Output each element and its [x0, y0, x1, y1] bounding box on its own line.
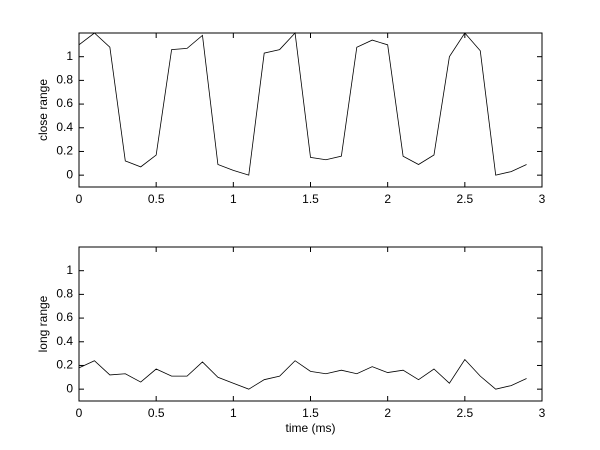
y-tick-label: 0	[66, 381, 73, 395]
x-tick-label: 3	[539, 192, 546, 206]
y-tick-label: 0.6	[56, 96, 73, 110]
x-tick-label: 1	[230, 406, 237, 420]
y-tick-label: 0.2	[56, 358, 73, 372]
x-tick-label: 2	[384, 406, 391, 420]
y-axis-label: long range	[36, 295, 50, 352]
data-line	[78, 358, 527, 390]
x-tick-label: 0	[76, 192, 83, 206]
x-tick-label: 0.5	[148, 192, 165, 206]
x-tick-label: 0.5	[148, 406, 165, 420]
y-tick-label: 0.8	[56, 73, 73, 87]
x-axis-label: time (ms)	[286, 421, 336, 435]
y-tick-label: 1	[66, 263, 73, 277]
y-tick-label: 0	[66, 167, 73, 181]
x-tick-label: 1	[230, 192, 237, 206]
x-tick-label: 1.5	[302, 406, 319, 420]
y-tick-label: 0.2	[56, 144, 73, 158]
x-tick-label: 2.5	[456, 406, 473, 420]
x-tick-label: 2.5	[456, 192, 473, 206]
axes-box	[78, 246, 543, 402]
y-tick-label: 1	[66, 49, 73, 63]
y-axis-label: close range	[36, 79, 50, 141]
y-tick-label: 0.6	[56, 310, 73, 324]
y-tick-label: 0.8	[56, 287, 73, 301]
x-tick-label: 1.5	[302, 192, 319, 206]
x-tick-label: 2	[384, 192, 391, 206]
axes-box	[78, 32, 543, 188]
x-tick-label: 0	[76, 406, 83, 420]
y-tick-label: 0.4	[56, 120, 73, 134]
x-tick-label: 3	[539, 406, 546, 420]
data-line	[78, 32, 527, 176]
y-tick-label: 0.4	[56, 334, 73, 348]
